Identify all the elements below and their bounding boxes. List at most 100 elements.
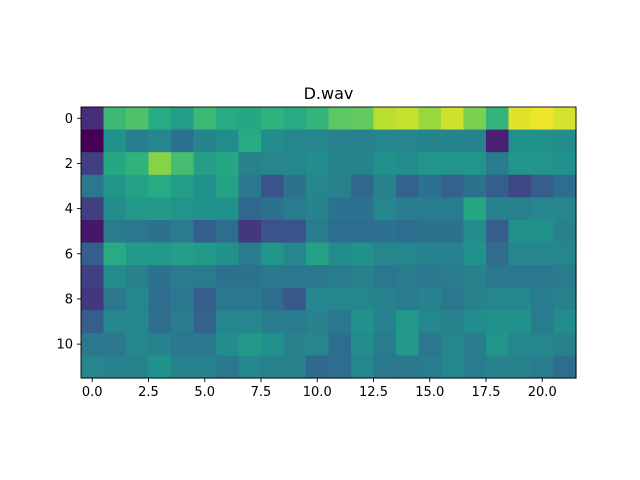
heatmap-cell	[441, 287, 465, 311]
heatmap-cell	[216, 310, 240, 334]
heatmap-cell	[126, 219, 150, 244]
heatmap-cell	[441, 310, 465, 334]
heatmap-cell	[261, 355, 285, 379]
heatmap-cell	[396, 107, 420, 131]
heatmap-cell	[103, 219, 127, 244]
heatmap-cell	[103, 152, 127, 176]
heatmap-cell	[306, 265, 330, 289]
heatmap-cell	[441, 219, 465, 244]
heatmap-cell	[553, 107, 577, 131]
heatmap-cell	[463, 332, 487, 357]
heatmap-cell	[553, 129, 577, 153]
heatmap-cell	[103, 242, 127, 266]
heatmap-cell	[396, 152, 420, 176]
heatmap-cell	[126, 332, 150, 357]
heatmap-cell	[283, 197, 307, 221]
x-tick-label: 2.5	[138, 385, 159, 400]
heatmap-cell	[418, 287, 442, 311]
heatmap-cell	[553, 265, 577, 289]
heatmap-cell	[531, 332, 555, 357]
heatmap-cell	[148, 287, 172, 311]
heatmap-cell	[328, 174, 352, 198]
x-tick-label: 12.5	[359, 385, 388, 400]
heatmap-cell	[81, 107, 105, 131]
heatmap-cell	[463, 197, 487, 221]
heatmap-cell	[351, 107, 375, 131]
heatmap-cell	[261, 107, 285, 131]
heatmap-cell	[351, 174, 375, 198]
heatmap-cell	[103, 174, 127, 198]
heatmap-cell	[126, 129, 150, 153]
heatmap-cells	[81, 107, 577, 379]
heatmap-cell	[148, 152, 172, 176]
heatmap-cell	[103, 287, 127, 311]
chart-title: D.wav	[304, 84, 354, 103]
heatmap-cell	[193, 355, 217, 379]
heatmap-cell	[418, 152, 442, 176]
heatmap-cell	[126, 242, 150, 266]
heatmap-cell	[418, 355, 442, 379]
heatmap-cell	[351, 152, 375, 176]
heatmap-cell	[148, 174, 172, 198]
heatmap-cell	[283, 265, 307, 289]
heatmap-cell	[238, 265, 262, 289]
heatmap-cell	[306, 287, 330, 311]
heatmap-cell	[508, 219, 532, 244]
heatmap-cell	[463, 265, 487, 289]
heatmap-cell	[373, 219, 397, 244]
heatmap-cell	[148, 129, 172, 153]
heatmap-cell	[328, 197, 352, 221]
heatmap-cell	[351, 129, 375, 153]
heatmap-cell	[148, 197, 172, 221]
heatmap-cell	[328, 355, 352, 379]
heatmap-cell	[216, 355, 240, 379]
heatmap-cell	[463, 219, 487, 244]
heatmap-cell	[441, 242, 465, 266]
heatmap-cell	[81, 129, 105, 153]
heatmap-cell	[418, 174, 442, 198]
heatmap-cell	[373, 287, 397, 311]
heatmap-cell	[373, 265, 397, 289]
heatmap-cell	[328, 310, 352, 334]
heatmap-cell	[418, 197, 442, 221]
heatmap-cell	[216, 129, 240, 153]
heatmap-cell	[261, 197, 285, 221]
x-tick-label: 17.5	[472, 385, 501, 400]
heatmap-cell	[238, 310, 262, 334]
heatmap-cell	[238, 219, 262, 244]
heatmap-cell	[261, 310, 285, 334]
heatmap-cell	[126, 152, 150, 176]
heatmap-cell	[171, 174, 195, 198]
heatmap-cell	[193, 197, 217, 221]
heatmap-cell	[373, 242, 397, 266]
heatmap-cell	[238, 152, 262, 176]
heatmap-cell	[486, 310, 510, 334]
heatmap-cell	[486, 332, 510, 357]
heatmap-cell	[396, 287, 420, 311]
heatmap-cell	[238, 107, 262, 131]
heatmap-cell	[486, 129, 510, 153]
heatmap-cell	[283, 107, 307, 131]
heatmap-cell	[396, 197, 420, 221]
heatmap-cell	[81, 265, 105, 289]
heatmap-cell	[553, 174, 577, 198]
heatmap-cell	[373, 129, 397, 153]
heatmap-cell	[418, 310, 442, 334]
heatmap-cell	[508, 152, 532, 176]
heatmap-cell	[441, 332, 465, 357]
heatmap-cell	[306, 174, 330, 198]
heatmap-cell	[261, 332, 285, 357]
heatmap-cell	[463, 310, 487, 334]
heatmap-cell	[373, 310, 397, 334]
heatmap-cell	[351, 219, 375, 244]
heatmap-cell	[193, 107, 217, 131]
heatmap-cell	[486, 219, 510, 244]
heatmap-cell	[373, 107, 397, 131]
heatmap-cell	[531, 219, 555, 244]
heatmap-cell	[261, 242, 285, 266]
heatmap-cell	[193, 310, 217, 334]
heatmap-cell	[238, 332, 262, 357]
heatmap-cell	[306, 332, 330, 357]
heatmap-cell	[103, 310, 127, 334]
heatmap-cell	[396, 242, 420, 266]
